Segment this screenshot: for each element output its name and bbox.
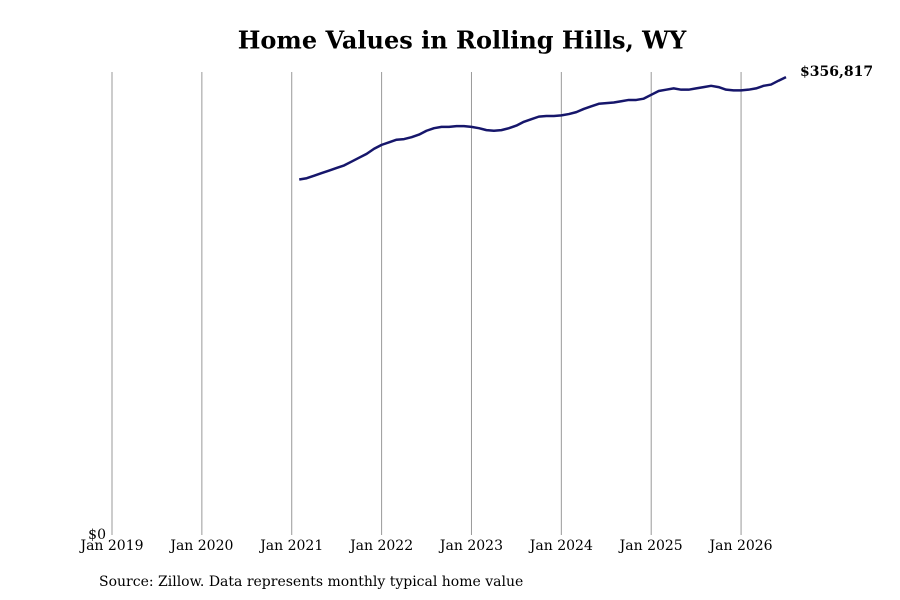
line-series <box>299 75 787 181</box>
x-tick-label: Jan 2026 <box>708 538 773 554</box>
y-tick-label: $0 <box>88 527 106 543</box>
chart-title: Home Values in Rolling Hills, WY <box>238 26 687 55</box>
x-tick-label: Jan 2024 <box>528 538 593 554</box>
x-tick-label: Jan 2022 <box>348 538 413 554</box>
x-tick-label: Jan 2021 <box>258 538 323 554</box>
x-tick-label: Jan 2020 <box>168 538 233 554</box>
source-note: Source: Zillow. Data represents monthly … <box>99 574 523 590</box>
x-tick-label: Jan 2025 <box>618 538 683 554</box>
x-tick-label: Jan 2023 <box>438 538 503 554</box>
x-tick-label: Jan 2019 <box>78 538 143 554</box>
value-label: $356,817 <box>800 64 873 80</box>
